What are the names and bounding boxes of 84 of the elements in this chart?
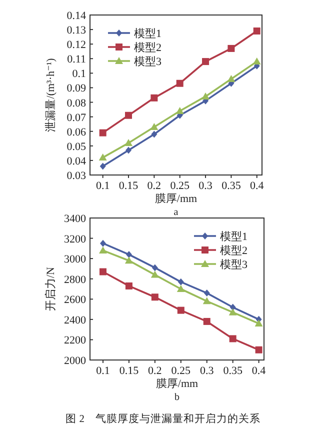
text: b xyxy=(174,392,180,403)
legend-label: 模型3 xyxy=(134,56,162,68)
point xyxy=(99,129,106,136)
y-tick-label: 0.11 xyxy=(67,54,86,66)
legend-label: 模型1 xyxy=(220,231,248,243)
y-tick-label: 0.09 xyxy=(66,82,86,95)
point xyxy=(124,139,133,146)
y-tick-label: 2000 xyxy=(64,355,86,367)
point xyxy=(98,246,107,254)
point xyxy=(126,251,132,258)
y-tick-label: 2400 xyxy=(64,314,86,326)
y-tick-label: 0.08 xyxy=(66,97,86,110)
point xyxy=(178,278,184,286)
x-tick-label: 0.1 xyxy=(96,180,110,192)
legend-label: 模型2 xyxy=(220,245,248,257)
point xyxy=(150,94,158,102)
point xyxy=(125,282,132,290)
y-tick-label: 0.12 xyxy=(66,39,86,52)
y-tick-label: 0.14 xyxy=(66,10,86,22)
legend-label: 模型1 xyxy=(134,28,162,40)
legend-label: 模型2 xyxy=(134,42,162,54)
x-tick-label: 0.35 xyxy=(222,180,242,192)
y-tick-label: 2800 xyxy=(64,274,86,286)
point xyxy=(203,318,210,325)
point xyxy=(150,270,159,278)
point xyxy=(204,290,210,297)
y-axis-title: 泄漏量/(m³·h⁻¹) xyxy=(44,58,57,132)
point xyxy=(230,304,236,311)
point xyxy=(150,123,158,130)
y-tick-label: 0.05 xyxy=(66,140,86,153)
y-tick-label: 0.03 xyxy=(66,170,86,182)
point xyxy=(125,112,132,119)
point xyxy=(98,154,107,161)
point xyxy=(228,308,237,316)
point xyxy=(254,319,263,326)
y-tick-label: 2200 xyxy=(64,334,86,347)
x-tick-label: 0.3 xyxy=(200,365,214,377)
point xyxy=(227,75,236,82)
x-tick-label: 0.15 xyxy=(118,180,139,192)
point xyxy=(177,306,184,314)
point xyxy=(202,92,210,100)
annotation: a xyxy=(174,207,179,218)
point xyxy=(126,146,132,154)
x-tick-label: 0.2 xyxy=(147,180,162,192)
point xyxy=(151,130,158,138)
point xyxy=(124,256,133,264)
point xyxy=(152,264,158,272)
legend-label: 模型3 xyxy=(220,259,248,271)
x-axis-title: 膜厚/mm xyxy=(154,193,198,205)
y-tick-label: 0.1 xyxy=(72,68,86,80)
x-tick-label: 0.25 xyxy=(171,365,192,377)
point xyxy=(176,80,184,87)
point xyxy=(100,240,106,247)
x-tick-label: 0.3 xyxy=(198,180,213,192)
x-tick-label: 0.4 xyxy=(252,365,266,377)
x-tick-label: 0.2 xyxy=(148,365,162,377)
y-tick-label: 2600 xyxy=(64,294,86,306)
x-axis-title: 膜厚/mm xyxy=(156,378,199,390)
y-tick-label: 3200 xyxy=(64,233,86,246)
x-tick-label: 0.25 xyxy=(170,180,190,192)
x-tick-label: 0.35 xyxy=(223,365,243,377)
point xyxy=(202,297,211,304)
point xyxy=(176,285,185,292)
x-tick-label: 0.1 xyxy=(96,365,110,377)
point xyxy=(255,346,262,354)
y-tick-label: 3400 xyxy=(64,213,86,225)
caption: 图 2 气膜厚度与泄漏量和开启力的关系 xyxy=(66,412,260,425)
point xyxy=(99,268,106,276)
y-axis-title: 开启力/N xyxy=(44,266,57,311)
point xyxy=(202,58,210,66)
point xyxy=(176,107,184,114)
y-tick-label: 3000 xyxy=(64,254,86,266)
y-tick-label: 0.04 xyxy=(66,155,86,168)
y-tick-label: 0.07 xyxy=(66,112,86,124)
y-tick-label: 0.13 xyxy=(66,24,86,37)
point xyxy=(151,294,158,301)
x-tick-label: 0.15 xyxy=(119,365,140,377)
x-tick-label: 0.4 xyxy=(250,180,264,192)
point xyxy=(229,335,236,342)
y-tick-label: 0.06 xyxy=(66,126,86,138)
point xyxy=(253,28,260,34)
point xyxy=(252,58,261,65)
point xyxy=(100,162,106,170)
point xyxy=(228,44,235,52)
